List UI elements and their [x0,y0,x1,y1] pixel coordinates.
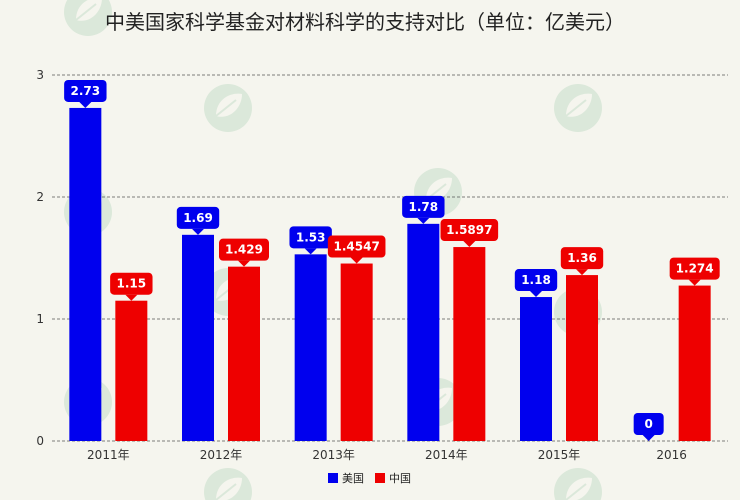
x-axis: 2011年 2012年 2013年 2014年 2015年 2016 [87,448,687,462]
bar [678,285,711,441]
bar [182,234,214,441]
legend-label-china: 中国 [389,472,411,485]
data-label-bubble [110,272,153,295]
data-label: 1.53 [296,230,326,244]
y-tick-label: 3 [36,68,44,82]
bar [566,275,598,441]
data-label: 1.78 [409,200,439,214]
x-tick-label: 2012年 [200,448,243,462]
legend-label-usa: 美国 [342,472,364,485]
data-label: 1.4547 [334,240,380,254]
bar [453,247,486,441]
data-label-pointer [125,294,138,301]
x-tick-label: 2015年 [538,448,581,462]
data-label: 1.429 [225,243,263,257]
bar [520,297,552,441]
data-label-bubble [176,206,220,229]
bar [294,254,327,441]
data-label-bubble [64,79,107,102]
bar [115,300,148,441]
x-tick-label: 2011年 [87,448,130,462]
legend-swatch-usa [328,473,338,483]
data-label-bubble [514,269,558,292]
data-label-pointer [79,101,92,108]
data-label-pointer [463,241,476,248]
data-label-bubble [440,219,499,242]
data-label-bubble [327,235,386,258]
data-label-pointer [576,269,588,276]
data-label-pointer [238,260,250,267]
data-label: 1.18 [521,273,551,287]
bars [69,107,711,441]
data-label: 0 [644,417,652,431]
x-tick-label: 2016 [656,448,687,462]
data-label: 2.73 [71,84,101,98]
data-label-pointer [417,217,430,224]
bar [69,107,102,441]
chart-title: 中美国家科学基金对材料科学的支持对比（单位：亿美元） [105,10,625,34]
data-label-bubble [289,226,332,249]
bar [407,223,440,441]
data-label-pointer [192,228,204,235]
grid-lines [52,74,728,442]
data-label: 1.5897 [446,223,492,237]
y-tick-label: 0 [36,434,44,448]
y-axis: 0 1 2 3 [36,68,44,448]
data-label-pointer [530,291,542,298]
data-label-bubble [402,195,445,218]
bar [228,266,260,441]
y-tick-label: 1 [36,312,44,326]
y-tick-label: 2 [36,190,44,204]
data-label-pointer [350,257,363,264]
bar [340,263,373,441]
legend-swatch-china [375,473,385,483]
data-label-pointer [642,435,655,441]
data-label: 1.69 [183,211,213,225]
data-label-bubble [219,238,269,261]
data-label: 1.274 [676,262,714,276]
x-tick-label: 2013年 [312,448,355,462]
data-labels: 2.73 1.15 1.69 1.429 1.53 1.4547 1.78 1.5897 1.1… [64,79,720,441]
data-label-pointer [688,279,701,286]
data-label-pointer [304,248,317,255]
x-tick-label: 2014年 [425,448,468,462]
legend: 美国 中国 [328,472,411,485]
data-label-bubble [633,413,664,435]
data-label: 1.36 [567,251,597,265]
data-label: 1.15 [117,277,147,291]
data-label-bubble [560,247,604,270]
data-label-bubble [669,257,720,280]
